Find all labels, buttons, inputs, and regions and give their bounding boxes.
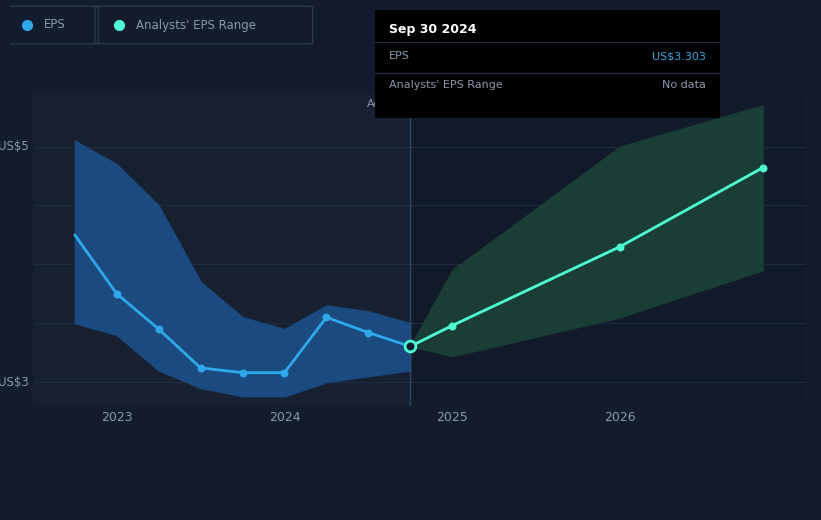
Point — [404, 342, 417, 350]
Text: EPS: EPS — [44, 19, 66, 32]
Text: US$3: US$3 — [0, 375, 29, 388]
Text: EPS: EPS — [389, 51, 410, 61]
Bar — [33, 94, 410, 406]
Text: Analysts Forecasts: Analysts Forecasts — [419, 99, 522, 110]
Text: US$5: US$5 — [0, 140, 29, 153]
Text: US$3.303: US$3.303 — [653, 51, 706, 61]
Point — [194, 364, 207, 372]
Text: No data: No data — [663, 80, 706, 90]
Point — [236, 369, 249, 377]
Bar — [410, 94, 805, 406]
Point — [613, 242, 626, 251]
Text: Analysts' EPS Range: Analysts' EPS Range — [135, 19, 256, 32]
Point — [362, 329, 375, 337]
Point — [446, 321, 459, 330]
Text: Actual: Actual — [367, 99, 402, 110]
Point — [320, 313, 333, 321]
Point — [152, 325, 165, 333]
Text: Analysts' EPS Range: Analysts' EPS Range — [389, 80, 502, 90]
Point — [404, 342, 417, 350]
Point — [110, 290, 123, 298]
Point — [278, 369, 291, 377]
Text: Sep 30 2024: Sep 30 2024 — [389, 23, 476, 36]
Point — [756, 164, 769, 172]
